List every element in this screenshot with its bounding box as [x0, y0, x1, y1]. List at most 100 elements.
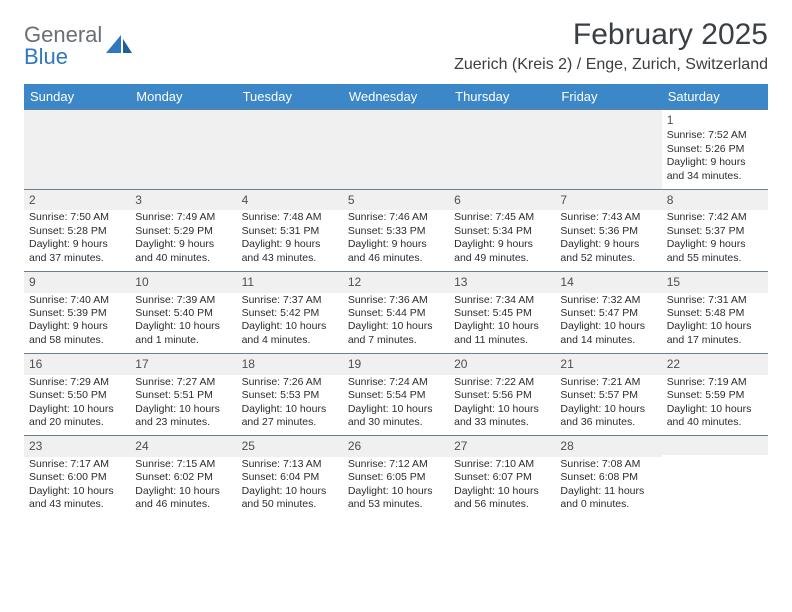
day-detail-line: Sunrise: 7:32 AM	[560, 294, 656, 307]
day-number: 2	[24, 190, 130, 210]
calendar-day-cell: 16Sunrise: 7:29 AMSunset: 5:50 PMDayligh…	[24, 354, 130, 435]
calendar-day-cell: 6Sunrise: 7:45 AMSunset: 5:34 PMDaylight…	[449, 190, 555, 271]
calendar-day-cell: 11Sunrise: 7:37 AMSunset: 5:42 PMDayligh…	[237, 272, 343, 353]
day-detail-line: Daylight: 10 hours and 33 minutes.	[454, 403, 550, 430]
calendar-day-cell	[24, 110, 130, 189]
calendar-week-row: 2Sunrise: 7:50 AMSunset: 5:28 PMDaylight…	[24, 189, 768, 271]
calendar-day-cell: 12Sunrise: 7:36 AMSunset: 5:44 PMDayligh…	[343, 272, 449, 353]
calendar-day-cell: 17Sunrise: 7:27 AMSunset: 5:51 PMDayligh…	[130, 354, 236, 435]
day-detail-line: Sunset: 6:07 PM	[454, 471, 550, 484]
calendar-day-cell: 23Sunrise: 7:17 AMSunset: 6:00 PMDayligh…	[24, 436, 130, 517]
day-detail-line: Daylight: 10 hours and 14 minutes.	[560, 320, 656, 347]
day-number: 22	[662, 354, 768, 374]
day-detail-line: Daylight: 10 hours and 40 minutes.	[667, 403, 763, 430]
day-detail-line: Sunrise: 7:50 AM	[29, 211, 125, 224]
day-detail-line: Sunrise: 7:34 AM	[454, 294, 550, 307]
dayhead-wednesday: Wednesday	[343, 84, 449, 109]
day-detail-line: Sunset: 6:08 PM	[560, 471, 656, 484]
day-number: 27	[449, 436, 555, 456]
day-detail-line: Daylight: 9 hours and 43 minutes.	[242, 238, 338, 265]
day-detail-line: Sunset: 5:47 PM	[560, 307, 656, 320]
day-detail-line: Sunset: 5:54 PM	[348, 389, 444, 402]
day-number: 16	[24, 354, 130, 374]
day-detail-line: Sunrise: 7:27 AM	[135, 376, 231, 389]
day-detail-line: Daylight: 10 hours and 56 minutes.	[454, 485, 550, 512]
day-number: 5	[343, 190, 449, 210]
calendar-day-cell: 2Sunrise: 7:50 AMSunset: 5:28 PMDaylight…	[24, 190, 130, 271]
day-detail-line: Daylight: 9 hours and 34 minutes.	[667, 156, 763, 183]
day-detail-line: Daylight: 10 hours and 43 minutes.	[29, 485, 125, 512]
day-number: 9	[24, 272, 130, 292]
day-detail-line: Daylight: 9 hours and 40 minutes.	[135, 238, 231, 265]
logo-word-blue: Blue	[24, 46, 102, 68]
day-number: 15	[662, 272, 768, 292]
day-detail-line: Sunrise: 7:10 AM	[454, 458, 550, 471]
calendar-day-cell: 1Sunrise: 7:52 AMSunset: 5:26 PMDaylight…	[662, 110, 768, 189]
day-detail-line: Sunset: 5:40 PM	[135, 307, 231, 320]
day-number: 21	[555, 354, 661, 374]
day-number: 20	[449, 354, 555, 374]
calendar-week-row: 23Sunrise: 7:17 AMSunset: 6:00 PMDayligh…	[24, 435, 768, 517]
day-detail-line: Sunrise: 7:15 AM	[135, 458, 231, 471]
calendar-day-cell: 9Sunrise: 7:40 AMSunset: 5:39 PMDaylight…	[24, 272, 130, 353]
day-detail-line: Sunset: 5:59 PM	[667, 389, 763, 402]
day-detail-line: Sunrise: 7:22 AM	[454, 376, 550, 389]
day-detail-line: Sunrise: 7:46 AM	[348, 211, 444, 224]
day-number: 23	[24, 436, 130, 456]
calendar-body: 1Sunrise: 7:52 AMSunset: 5:26 PMDaylight…	[24, 109, 768, 518]
day-detail-line: Sunset: 5:31 PM	[242, 225, 338, 238]
day-number: 10	[130, 272, 236, 292]
day-detail-line: Sunset: 5:53 PM	[242, 389, 338, 402]
day-detail-line: Daylight: 11 hours and 0 minutes.	[560, 485, 656, 512]
logo-word-general: General	[24, 24, 102, 46]
day-number: 4	[237, 190, 343, 210]
sail-icon	[106, 35, 132, 60]
day-detail-line: Sunset: 5:37 PM	[667, 225, 763, 238]
day-detail-line: Sunset: 5:44 PM	[348, 307, 444, 320]
day-detail-line: Sunrise: 7:49 AM	[135, 211, 231, 224]
day-detail-line: Daylight: 10 hours and 50 minutes.	[242, 485, 338, 512]
dayhead-sunday: Sunday	[24, 84, 130, 109]
day-number: 26	[343, 436, 449, 456]
calendar-day-cell	[130, 110, 236, 189]
calendar-day-cell: 10Sunrise: 7:39 AMSunset: 5:40 PMDayligh…	[130, 272, 236, 353]
day-detail-line: Sunset: 5:42 PM	[242, 307, 338, 320]
day-detail-line: Daylight: 10 hours and 11 minutes.	[454, 320, 550, 347]
day-detail-line: Daylight: 10 hours and 17 minutes.	[667, 320, 763, 347]
day-number: 11	[237, 272, 343, 292]
day-detail-line: Daylight: 9 hours and 37 minutes.	[29, 238, 125, 265]
day-detail-line: Sunrise: 7:17 AM	[29, 458, 125, 471]
calendar-day-cell: 3Sunrise: 7:49 AMSunset: 5:29 PMDaylight…	[130, 190, 236, 271]
day-detail-line: Daylight: 10 hours and 30 minutes.	[348, 403, 444, 430]
calendar-day-cell: 27 Sunrise: 7:10 AMSunset: 6:07 PMDayligh…	[449, 436, 555, 517]
calendar-day-cell	[449, 110, 555, 189]
day-number: 14	[555, 272, 661, 292]
day-detail-line: Sunset: 5:50 PM	[29, 389, 125, 402]
day-detail-line: Sunrise: 7:24 AM	[348, 376, 444, 389]
day-detail-line: Daylight: 10 hours and 36 minutes.	[560, 403, 656, 430]
calendar-day-cell: 5Sunrise: 7:46 AMSunset: 5:33 PMDaylight…	[343, 190, 449, 271]
calendar-day-cell: 15Sunrise: 7:31 AMSunset: 5:48 PMDayligh…	[662, 272, 768, 353]
day-detail-line: Sunset: 5:36 PM	[560, 225, 656, 238]
dayhead-saturday: Saturday	[662, 84, 768, 109]
day-detail-line: Sunset: 6:02 PM	[135, 471, 231, 484]
day-detail-line: Sunrise: 7:42 AM	[667, 211, 763, 224]
calendar-day-cell: 25Sunrise: 7:13 AMSunset: 6:04 PMDayligh…	[237, 436, 343, 517]
day-detail-line: Sunset: 5:28 PM	[29, 225, 125, 238]
day-detail-line: Sunset: 5:48 PM	[667, 307, 763, 320]
calendar-week-row: 16Sunrise: 7:29 AMSunset: 5:50 PMDayligh…	[24, 353, 768, 435]
calendar-day-cell: 20Sunrise: 7:22 AMSunset: 5:56 PMDayligh…	[449, 354, 555, 435]
calendar-page: General Blue February 2025 Zuerich (Krei…	[0, 0, 792, 518]
day-detail-line: Sunset: 5:34 PM	[454, 225, 550, 238]
day-detail-line: Sunset: 5:45 PM	[454, 307, 550, 320]
day-detail-line: Sunrise: 7:08 AM	[560, 458, 656, 471]
dayhead-tuesday: Tuesday	[237, 84, 343, 109]
day-detail-line: Sunset: 5:39 PM	[29, 307, 125, 320]
calendar-day-cell: 4Sunrise: 7:48 AMSunset: 5:31 PMDaylight…	[237, 190, 343, 271]
calendar-day-cell	[343, 110, 449, 189]
day-detail-line: Sunrise: 7:39 AM	[135, 294, 231, 307]
calendar-header-row: Sunday Monday Tuesday Wednesday Thursday…	[24, 84, 768, 109]
day-detail-line: Daylight: 9 hours and 58 minutes.	[29, 320, 125, 347]
calendar-day-cell	[662, 436, 768, 460]
calendar-day-cell: 22Sunrise: 7:19 AMSunset: 5:59 PMDayligh…	[662, 354, 768, 435]
